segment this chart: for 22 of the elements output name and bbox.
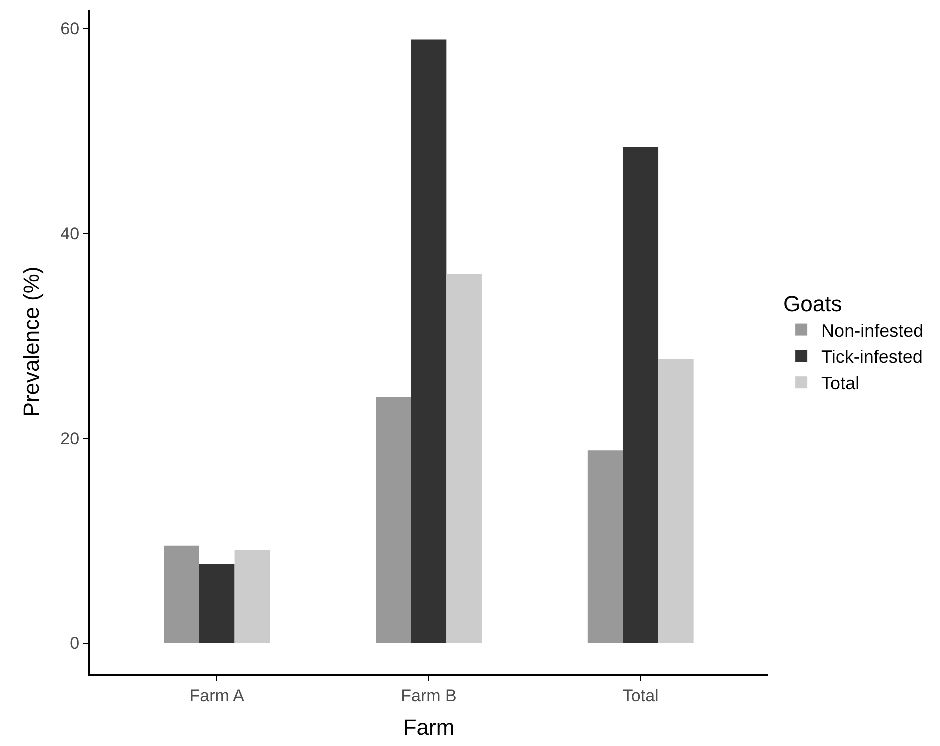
- bar: [199, 564, 235, 644]
- y-axis-title: Prevalence (%): [18, 266, 44, 418]
- legend-label: Total: [822, 374, 860, 394]
- y-tick-label: 60: [60, 19, 80, 38]
- y-tick-label: 20: [60, 429, 80, 448]
- legend-title: Goats: [784, 292, 842, 317]
- legend-label: Tick-infested: [822, 347, 923, 368]
- legend-label: Non-infested: [822, 320, 924, 341]
- x-tick-label: Farm A: [190, 686, 246, 706]
- bar: [588, 450, 624, 644]
- bar: [658, 359, 694, 644]
- x-axis-title: Farm: [403, 714, 455, 740]
- bar: [411, 40, 447, 644]
- bar: [376, 397, 412, 644]
- y-tick-label: 0: [70, 634, 80, 654]
- y-tick-label: 40: [60, 224, 80, 244]
- bar: [164, 546, 200, 644]
- bar: [623, 147, 659, 644]
- bar: [234, 550, 270, 644]
- x-tick-label: Farm B: [401, 686, 457, 706]
- x-tick-label: Total: [622, 686, 659, 706]
- bar: [446, 274, 482, 644]
